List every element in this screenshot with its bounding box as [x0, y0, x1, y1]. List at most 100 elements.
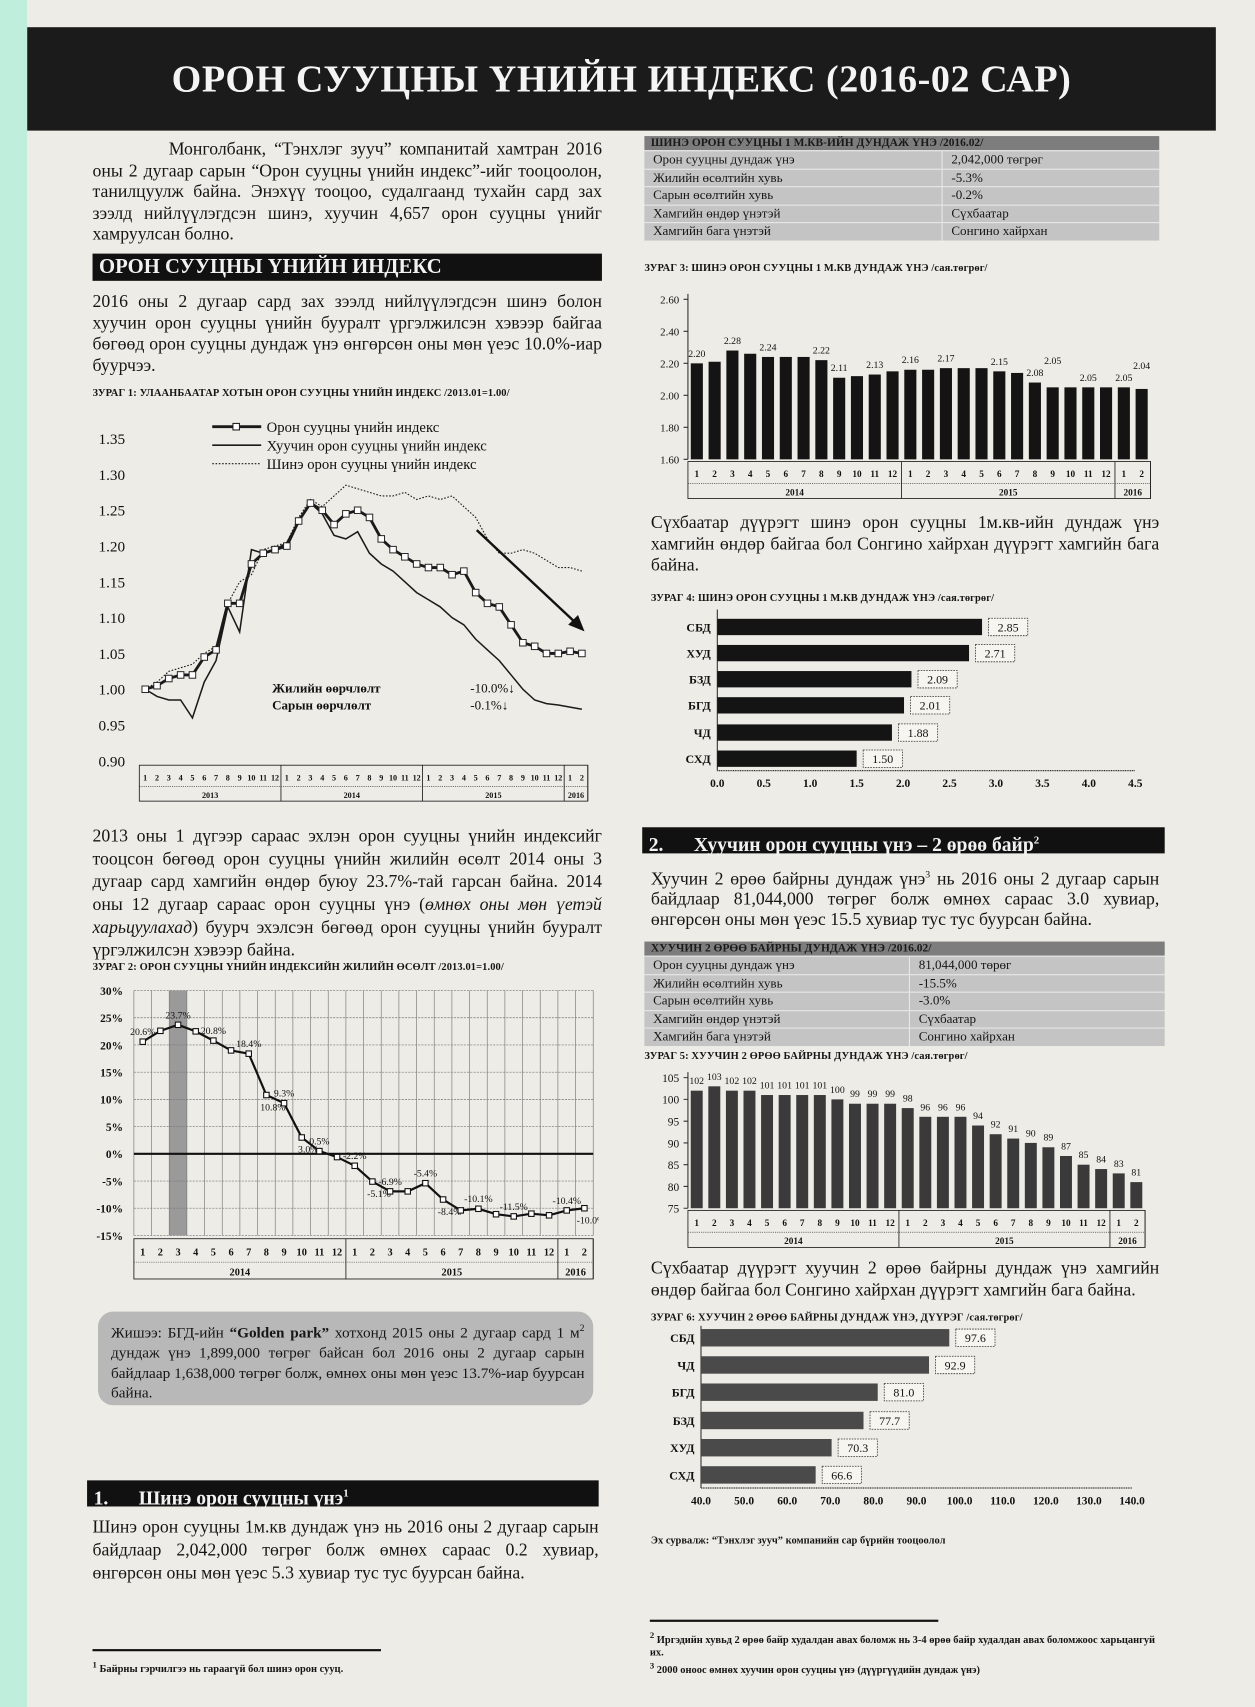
source-note: Эх сурвалж: “Тэнхлэг зууч” компанийн сар…	[650, 1534, 946, 1547]
bar	[850, 376, 864, 460]
data-label: 20.8%	[201, 1026, 226, 1037]
data-label: 2.85	[998, 620, 1019, 634]
data-point	[306, 499, 315, 507]
bar	[1082, 387, 1095, 460]
data-point	[235, 599, 244, 608]
fig6-chart: 40.0 50.0 60.0 70.0 80.0 90.0 100.0 110.0 120.0 1…	[669, 1325, 1145, 1507]
data-label: 2.16	[902, 355, 919, 366]
bar	[725, 1090, 738, 1209]
month-tick-label: 9	[238, 773, 242, 782]
data-label: 101	[777, 1081, 792, 1092]
year-label: 2014	[344, 791, 360, 800]
data-point	[188, 671, 197, 679]
legend-label: Хуучин орон сууцны үнийн индекс	[267, 439, 488, 455]
row-label: Жилийн өсөлтийн хувь	[644, 169, 943, 187]
bar	[1007, 1138, 1020, 1209]
data-label: 1.88	[908, 726, 929, 740]
bar	[1117, 387, 1130, 460]
category-label: СХД	[669, 1468, 695, 1482]
month-tick-label: 3	[944, 470, 949, 480]
data-label: 90	[1026, 1128, 1036, 1139]
data-label: 81.0	[893, 1386, 914, 1400]
bar	[954, 1116, 967, 1209]
data-label: 89	[1044, 1133, 1054, 1144]
month-tick-label: 1	[908, 470, 913, 480]
month-tick-label: 11	[527, 1248, 537, 1259]
month-tick-label: 1	[694, 1219, 699, 1229]
month-tick-label: 6	[993, 1219, 998, 1229]
data-point	[174, 1021, 182, 1029]
month-tick-label: 11	[870, 470, 879, 480]
month-tick-label: 5	[976, 1219, 981, 1229]
data-point	[495, 603, 504, 611]
month-tick-label: 9	[521, 773, 525, 782]
y-tick-label: 1.15	[99, 574, 126, 591]
annotation-label: Жилийн өөрчлөлт	[272, 680, 381, 695]
footnote-3: 3 2000 оноос өмнөх хуучин орон сууцны үн…	[650, 1660, 1162, 1678]
x-tick-label: 80.0	[863, 1495, 883, 1507]
footnote-text: Байрны гэрчилгээ нь гараагүй бол шинэ ор…	[96, 1663, 344, 1676]
data-point	[436, 563, 445, 572]
data-point	[330, 520, 338, 529]
bar	[1024, 1142, 1037, 1209]
x-tick-label: 40.0	[691, 1495, 711, 1507]
month-tick-label: 1	[905, 1219, 910, 1229]
data-point	[578, 649, 586, 658]
bar	[936, 1116, 949, 1209]
month-tick-label: 12	[1101, 470, 1111, 480]
month-tick-label: 12	[271, 773, 279, 782]
data-point	[139, 1038, 146, 1045]
month-tick-label: 2	[158, 1248, 163, 1259]
data-label: 85	[1079, 1150, 1089, 1161]
month-tick-label: 2	[582, 1248, 587, 1259]
month-tick-label: 10	[297, 1248, 307, 1259]
data-label: 70.3	[847, 1441, 868, 1455]
table-header: ХУУЧИН 2 ӨРӨӨ БАЙРНЫ ДУНДАЖ ҮНЭ /2016.02…	[644, 941, 1165, 956]
old-housing-summary-table: ХУУЧИН 2 ӨРӨӨ БАЙРНЫ ДУНДАЖ ҮНЭ /2016.02…	[644, 941, 1165, 1046]
footnote-divider	[92, 1649, 381, 1652]
category-label: ЧД	[694, 726, 712, 740]
y-tick-label: 90	[668, 1138, 680, 1150]
fig2-chart: 30% 25% 20% 15% 10% 5% 0% -5% -10% -15% 20.6% 23.7%…	[96, 986, 599, 1280]
category-label: СБД	[686, 620, 711, 634]
data-point	[530, 642, 539, 651]
data-label: 1.50	[872, 752, 893, 766]
month-tick-label: 10	[1061, 1219, 1071, 1229]
x-tick-label: 110.0	[990, 1495, 1015, 1507]
data-label: 2.11	[831, 363, 848, 374]
month-tick-label: 11	[543, 773, 551, 782]
month-tick-label: 4	[320, 773, 324, 782]
y-tick-label: 1.35	[99, 431, 126, 448]
year-label: 2014	[784, 1237, 803, 1247]
bar	[884, 1103, 897, 1209]
bar	[761, 356, 775, 460]
month-tick-label: 8	[367, 773, 371, 782]
data-point	[141, 685, 149, 694]
month-tick-label: 4	[193, 1248, 198, 1259]
bar	[726, 350, 739, 460]
data-point	[439, 1196, 447, 1203]
bar	[1064, 387, 1077, 460]
y-tick-label: 10%	[100, 1095, 123, 1107]
data-point	[401, 553, 409, 561]
bar	[975, 368, 988, 460]
data-point	[424, 563, 433, 572]
month-tick-label: 8	[264, 1248, 269, 1259]
row-value: 2,042,000 төгрөг	[951, 151, 1043, 167]
data-label: 2.05	[1044, 356, 1061, 367]
data-label: 66.6	[831, 1468, 852, 1482]
data-label: 99	[850, 1089, 860, 1100]
bold-text: “Golden park”	[229, 1325, 330, 1342]
data-label-box	[821, 1465, 862, 1485]
category-label: БГД	[672, 1386, 695, 1400]
month-tick-label: 7	[800, 1219, 805, 1229]
table-row: Сарын өсөлтийн хувь -0.2%	[644, 186, 1160, 205]
data-label: 87	[1061, 1141, 1071, 1152]
month-tick-label: 2	[297, 773, 301, 782]
page-title: ОРОН СУУЦНЫ ҮНИЙН ИНДЕКС (2016-02 САР)	[27, 27, 1216, 131]
month-tick-label: 12	[554, 773, 562, 782]
year-label: 2014	[785, 488, 804, 498]
data-point	[475, 1205, 482, 1213]
y-tick-label: 0.90	[99, 753, 126, 770]
year-label: 2016	[565, 1268, 586, 1279]
